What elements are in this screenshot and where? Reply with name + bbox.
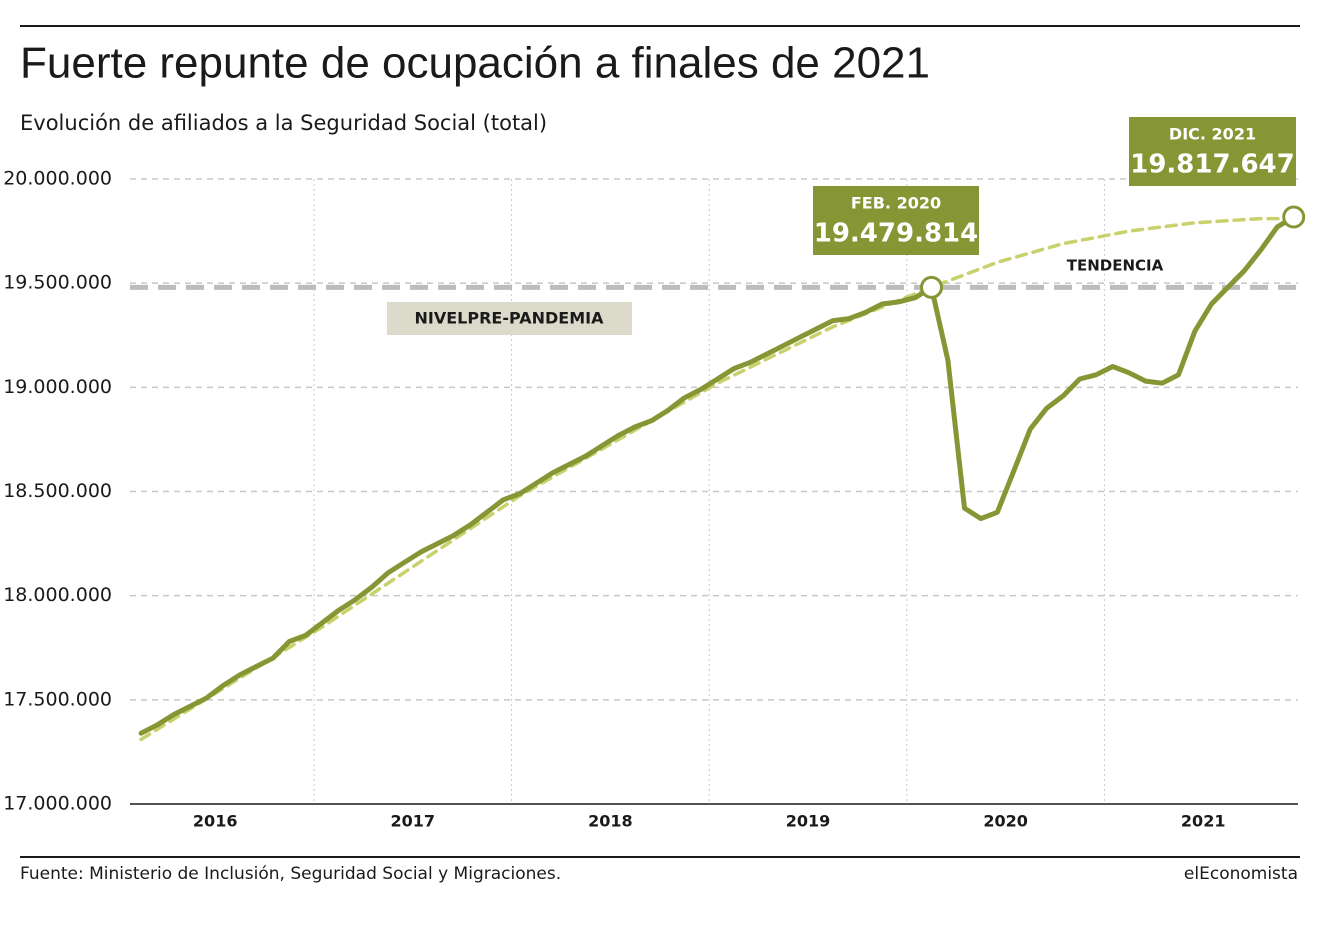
- x-tick-label: 2018: [588, 812, 633, 831]
- x-tick-label: 2021: [1181, 812, 1226, 831]
- annotation-value: 19.817.647: [1130, 150, 1294, 180]
- brand: elEconomista: [1184, 864, 1298, 884]
- annotation-box: [1129, 117, 1296, 186]
- y-tick-label: 17.500.000: [3, 688, 112, 710]
- annotation-marker: [920, 275, 943, 299]
- y-tick-label: 19.500.000: [3, 272, 112, 294]
- annotation-label: FEB. 2020: [851, 194, 941, 213]
- trend-label: TENDENCIA: [1067, 257, 1164, 275]
- annotation-marker: [1282, 205, 1306, 229]
- chart-subtitle: Evolución de afiliados a la Seguridad So…: [20, 111, 547, 135]
- chart-title: Fuerte repunte de ocupación a finales de…: [20, 39, 930, 88]
- x-tick-label: 2016: [193, 812, 238, 831]
- y-tick-label: 18.000.000: [3, 584, 112, 606]
- annotation-value: 19.479.814: [814, 219, 978, 249]
- y-tick-label: 18.500.000: [3, 480, 112, 502]
- y-tick-label: 20.000.000: [3, 168, 112, 190]
- annotation-label: DIC. 2021: [1169, 125, 1256, 144]
- trend-line: [139, 216, 1296, 742]
- y-tick-label: 17.000.000: [3, 793, 112, 815]
- reference-label: NIVELPRE-PANDEMIA: [415, 309, 605, 328]
- x-tick-label: 2019: [786, 812, 831, 831]
- y-tick-label: 19.000.000: [3, 376, 112, 398]
- source: Fuente: Ministerio de Inclusión, Segurid…: [20, 864, 561, 884]
- x-tick-label: 2020: [983, 812, 1028, 831]
- data-line: [138, 214, 1297, 736]
- annotation-box: [813, 186, 979, 255]
- x-tick-label: 2017: [391, 812, 436, 831]
- reference-label-box: [387, 302, 632, 335]
